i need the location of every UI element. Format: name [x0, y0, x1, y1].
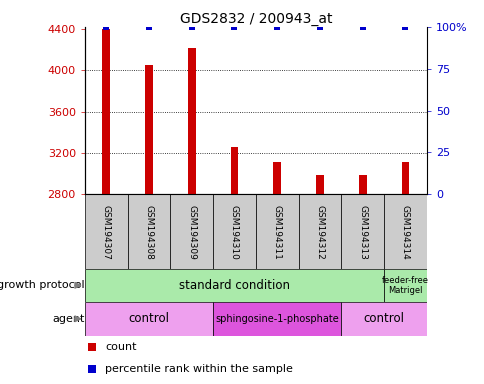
Text: control: control — [363, 312, 404, 325]
Text: GSM194308: GSM194308 — [144, 205, 153, 260]
Bar — [341, 194, 383, 268]
Bar — [85, 268, 383, 302]
Bar — [273, 162, 280, 194]
Text: control: control — [128, 312, 169, 325]
Bar — [230, 147, 238, 194]
Text: count: count — [105, 342, 136, 352]
Bar — [358, 175, 366, 194]
Bar — [187, 48, 195, 194]
Text: GSM194309: GSM194309 — [187, 205, 196, 260]
Bar — [102, 29, 110, 194]
Text: GSM194307: GSM194307 — [102, 205, 110, 260]
Bar — [145, 65, 152, 194]
Bar — [256, 194, 298, 268]
Text: feeder-free
Matrigel: feeder-free Matrigel — [381, 276, 428, 295]
Bar — [401, 162, 408, 194]
Text: growth protocol: growth protocol — [0, 280, 85, 290]
Bar — [212, 302, 341, 336]
Text: GSM194312: GSM194312 — [315, 205, 324, 260]
Text: GSM194313: GSM194313 — [358, 205, 366, 260]
Bar — [298, 194, 341, 268]
Bar — [341, 302, 426, 336]
Bar — [316, 175, 323, 194]
Text: sphingosine-1-phosphate: sphingosine-1-phosphate — [215, 314, 338, 324]
Bar — [85, 194, 127, 268]
Bar — [85, 302, 212, 336]
Text: GSM194311: GSM194311 — [272, 205, 281, 260]
Text: agent: agent — [52, 314, 85, 324]
Bar — [170, 194, 212, 268]
Bar — [383, 194, 426, 268]
Bar — [127, 194, 170, 268]
Text: percentile rank within the sample: percentile rank within the sample — [105, 364, 293, 374]
Bar — [212, 194, 256, 268]
Text: GSM194314: GSM194314 — [400, 205, 409, 260]
Text: standard condition: standard condition — [179, 279, 289, 292]
Title: GDS2832 / 200943_at: GDS2832 / 200943_at — [179, 12, 332, 26]
Text: GSM194310: GSM194310 — [229, 205, 239, 260]
Bar — [383, 268, 426, 302]
